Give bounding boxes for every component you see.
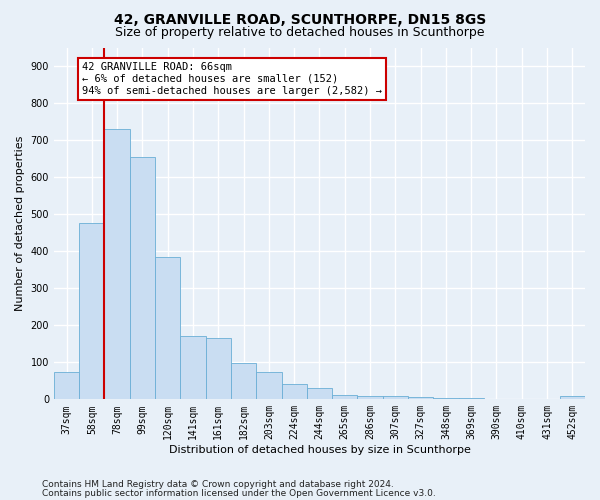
- Text: 42 GRANVILLE ROAD: 66sqm
← 6% of detached houses are smaller (152)
94% of semi-d: 42 GRANVILLE ROAD: 66sqm ← 6% of detache…: [82, 62, 382, 96]
- Bar: [281, 384, 307, 400]
- Bar: [458, 398, 484, 400]
- Bar: [206, 338, 231, 400]
- Bar: [408, 398, 433, 400]
- Text: Contains public sector information licensed under the Open Government Licence v3: Contains public sector information licen…: [42, 488, 436, 498]
- Text: 42, GRANVILLE ROAD, SCUNTHORPE, DN15 8GS: 42, GRANVILLE ROAD, SCUNTHORPE, DN15 8GS: [114, 12, 486, 26]
- Y-axis label: Number of detached properties: Number of detached properties: [15, 136, 25, 311]
- Bar: [79, 224, 104, 400]
- X-axis label: Distribution of detached houses by size in Scunthorpe: Distribution of detached houses by size …: [169, 445, 470, 455]
- Bar: [358, 396, 383, 400]
- Bar: [560, 396, 585, 400]
- Bar: [181, 336, 206, 400]
- Bar: [307, 388, 332, 400]
- Bar: [54, 372, 79, 400]
- Bar: [231, 364, 256, 400]
- Bar: [155, 256, 181, 400]
- Bar: [130, 157, 155, 400]
- Bar: [383, 396, 408, 400]
- Bar: [433, 398, 458, 400]
- Bar: [332, 395, 358, 400]
- Text: Contains HM Land Registry data © Crown copyright and database right 2024.: Contains HM Land Registry data © Crown c…: [42, 480, 394, 489]
- Bar: [104, 129, 130, 400]
- Text: Size of property relative to detached houses in Scunthorpe: Size of property relative to detached ho…: [115, 26, 485, 39]
- Bar: [256, 372, 281, 400]
